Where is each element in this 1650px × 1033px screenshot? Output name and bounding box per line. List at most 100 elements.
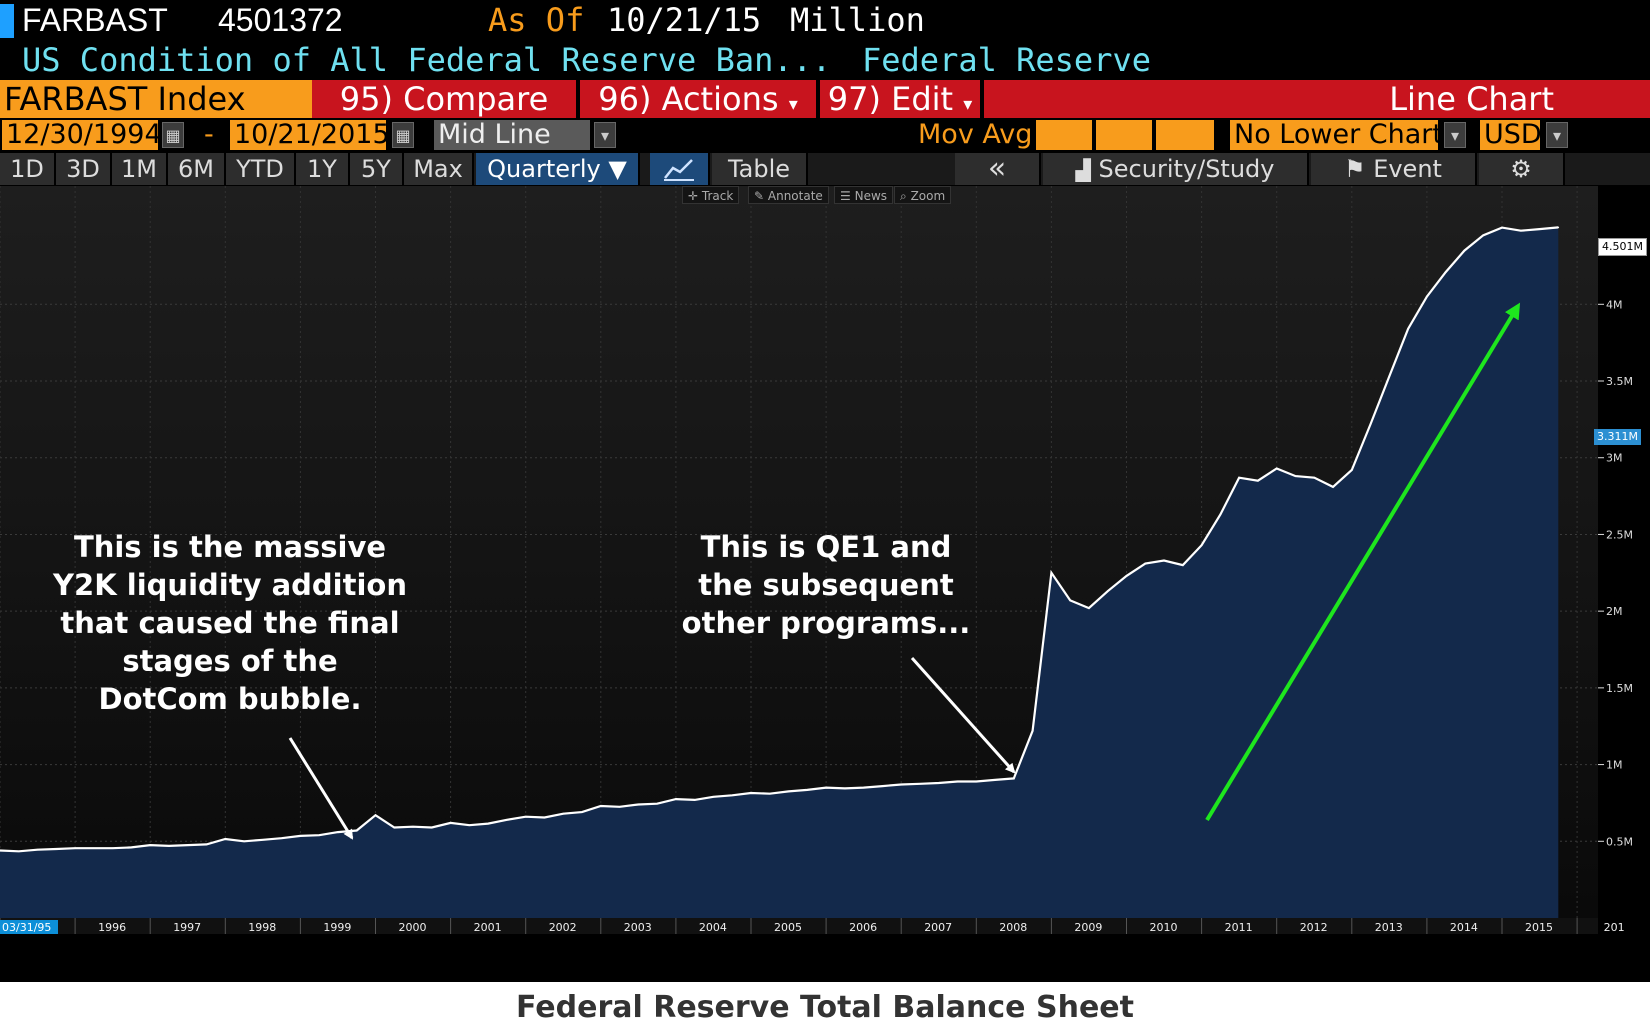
x-tick-label: 2010 [1150, 921, 1178, 934]
line-mode-select[interactable]: Mid Line [434, 120, 590, 150]
series-line [0, 226, 1559, 853]
data-point [862, 786, 865, 789]
data-point [1219, 513, 1222, 516]
data-point [1088, 607, 1090, 609]
data-point [656, 802, 658, 805]
y-tick-label: 0.5M [1606, 835, 1633, 848]
calendar-icon[interactable]: ▦ [162, 122, 184, 148]
y-tick-label: 4M [1606, 298, 1623, 311]
data-point [506, 819, 508, 821]
tab-6m[interactable]: 6M [168, 153, 226, 185]
end-date-field[interactable]: 10/21/2015 [230, 120, 386, 150]
data-point [937, 782, 940, 784]
command-bar: FARBAST Index 95) Compare 96) Actions ▾ … [0, 80, 1650, 118]
x-tick-label: 2009 [1074, 921, 1102, 934]
currency-select[interactable]: USD [1480, 120, 1540, 150]
x-tick-label: 2001 [474, 921, 502, 934]
x-tick-label: 2000 [399, 921, 427, 934]
qe1-annotation: This is QE1 and the subsequent other pro… [670, 528, 982, 642]
mov-avg-field-2[interactable] [1096, 120, 1152, 150]
y2k-arrow [288, 737, 354, 840]
tab-1d[interactable]: 1D [0, 153, 56, 185]
edit-button[interactable]: 97) Edit ▾ [820, 80, 980, 118]
zoom-tool[interactable]: ⌕ Zoom [894, 186, 952, 204]
frequency-select[interactable]: Quarterly ▼ [476, 153, 640, 185]
data-source: Federal Reserve [862, 41, 1151, 79]
chevron-down-icon[interactable]: ▾ [1546, 122, 1568, 148]
x-tick-label: 2008 [999, 921, 1027, 934]
marker-price-tag: 3.311M [1594, 429, 1641, 445]
x-tick-label: 2011 [1225, 921, 1253, 934]
collapse-icon[interactable]: « [955, 153, 1041, 185]
header-bar: FARBAST 4501372 As Of 10/21/15 Million [0, 0, 1650, 40]
study-icon: ▟ [1075, 158, 1091, 182]
data-point [1050, 571, 1053, 574]
data-point [1557, 226, 1560, 229]
news-tool[interactable]: ☰ News [834, 186, 894, 204]
annotation-line: This is the massive [73, 530, 387, 564]
data-point [0, 849, 1, 852]
data-point [93, 847, 95, 849]
tab-ytd[interactable]: YTD [226, 153, 296, 185]
gear-icon[interactable]: ⚙ [1479, 153, 1565, 185]
data-point [149, 844, 151, 846]
bloomberg-terminal: FARBAST 4501372 As Of 10/21/15 Million U… [0, 0, 1650, 982]
security-study-button[interactable]: ▟ Security/Study [1043, 153, 1309, 185]
tab-table[interactable]: Table [712, 153, 808, 185]
data-point [55, 848, 58, 850]
data-point [975, 780, 978, 783]
event-button[interactable]: ⚑ Event [1311, 153, 1477, 185]
x-tick-label: 2002 [549, 921, 577, 934]
data-point [468, 824, 471, 826]
lower-chart-select[interactable]: No Lower Chart [1230, 120, 1438, 150]
data-point [994, 779, 996, 781]
chart-type-label[interactable]: Line Chart [1389, 80, 1554, 118]
news-icon: ☰ [840, 189, 851, 203]
calendar-icon[interactable]: ▦ [392, 122, 414, 148]
annotation-line: DotCom bubble. [98, 682, 362, 716]
data-point [1426, 295, 1428, 298]
last-price-tag: 4.501M [1598, 238, 1647, 256]
security-field[interactable]: FARBAST Index [0, 80, 322, 118]
flag-icon: ⚑ [1344, 155, 1366, 183]
y-tick-label: 3M [1606, 452, 1623, 465]
tab-1y[interactable]: 1Y [296, 153, 350, 185]
data-point [600, 805, 602, 807]
data-point [1519, 229, 1522, 232]
last-value: 4501372 [218, 2, 343, 38]
data-point [1369, 423, 1372, 425]
data-point [1332, 486, 1334, 488]
chevron-down-icon[interactable]: ▾ [1444, 122, 1466, 148]
data-point [1144, 562, 1147, 565]
figure-caption: Federal Reserve Total Balance Sheet [0, 982, 1650, 1033]
crosshair-icon: ✛ [688, 189, 699, 203]
line-chart-icon[interactable] [650, 153, 710, 185]
data-point [806, 789, 809, 791]
data-point [562, 812, 565, 815]
command-bar-fill [984, 80, 1650, 118]
y-axis: 0.5M 1M 1.5M 2M 2.5M 3M 3.5M 4M [1598, 298, 1633, 848]
annotate-tool[interactable]: ✎ Annotate [748, 186, 829, 204]
tab-1m[interactable]: 1M [112, 153, 168, 185]
chevron-down-icon: ▾ [963, 94, 973, 115]
track-label: Track [701, 189, 734, 203]
start-date-field[interactable]: 12/30/1994 [2, 120, 158, 150]
compare-button[interactable]: 95) Compare [312, 80, 576, 118]
track-tool[interactable]: ✛ Track [682, 186, 740, 204]
annotation-line: This is QE1 and [700, 530, 952, 564]
data-point [1182, 564, 1184, 566]
actions-button[interactable]: 96) Actions ▾ [580, 80, 816, 118]
mov-avg-field-3[interactable] [1156, 120, 1214, 150]
tab-3d[interactable]: 3D [56, 153, 112, 185]
period-tabs-bar: 1D 3D 1M 6M YTD 1Y 5Y Max Quarterly ▼ Ta… [0, 153, 1650, 185]
data-point [1388, 375, 1391, 378]
news-label: News [854, 189, 888, 203]
x-tick-label: 2014 [1450, 921, 1478, 934]
data-point [1463, 249, 1466, 252]
description-bar: US Condition of All Federal Reserve Ban.… [0, 40, 1650, 79]
tab-5y[interactable]: 5Y [350, 153, 404, 185]
chevron-down-icon[interactable]: ▾ [594, 122, 616, 148]
mov-avg-field-1[interactable] [1036, 120, 1092, 150]
balance-sheet-chart[interactable]: 0.5M 1M 1.5M 2M 2.5M 3M 3.5M 4M 03/31/95 1996 199… [0, 186, 1650, 982]
tab-max[interactable]: Max [404, 153, 474, 185]
